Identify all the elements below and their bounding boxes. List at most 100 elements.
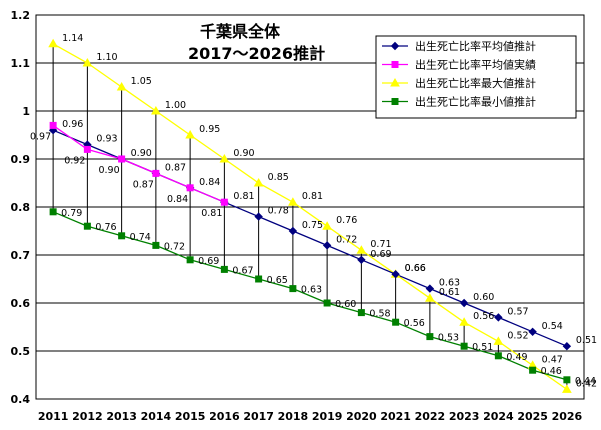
legend-marker-2 (390, 77, 400, 87)
marker-s2-2020 (356, 245, 367, 254)
data-label-s3-2016: 0.67 (232, 265, 253, 276)
data-label-s0-2025: 0.54 (542, 321, 563, 332)
x-tick-label-2025: 2025 (517, 410, 548, 423)
legend-marker-3 (391, 98, 399, 105)
data-label-s2-2021: 0.66 (405, 263, 426, 274)
x-tick-label-2021: 2021 (380, 410, 411, 423)
series-markers (48, 38, 572, 393)
data-label-s2-2024: 0.52 (507, 330, 528, 341)
data-label-s2-2014: 1.00 (165, 100, 186, 111)
marker-s3-2025 (529, 366, 537, 374)
marker-s2-2026 (562, 384, 572, 393)
series-line-1 (52, 124, 225, 203)
data-label-s2-2017: 0.85 (268, 172, 289, 183)
data-label-s1-2012: 0.92 (64, 155, 85, 166)
x-tick-label-2014: 2014 (141, 410, 172, 423)
data-label-s0-2026: 0.51 (576, 335, 597, 346)
data-label-s3-2014: 0.72 (164, 241, 185, 252)
marker-s3-2015 (186, 256, 194, 264)
marker-s0-2023 (459, 298, 469, 308)
x-tick-label-2020: 2020 (346, 410, 377, 423)
x-tick-label-2012: 2012 (72, 410, 103, 423)
data-label-s3-2022: 0.53 (438, 333, 459, 344)
marker-s3-2019 (323, 299, 331, 307)
data-label-s2-2012: 1.10 (96, 52, 117, 63)
marker-s2-2012 (82, 57, 93, 67)
marker-s2-2017 (253, 177, 264, 187)
marker-s1-2015 (186, 184, 194, 192)
data-label-s0-2024: 0.57 (507, 306, 528, 317)
x-tick-label-2017: 2017 (243, 410, 274, 423)
x-tick-label-2013: 2013 (106, 410, 137, 423)
y-tick-label-1.2: 1.2 (11, 9, 31, 22)
x-tick-label-2011: 2011 (38, 410, 69, 423)
data-label-s0-2013: 0.90 (131, 148, 152, 159)
data-label-s2-2022: 0.61 (439, 287, 460, 298)
data-label-s1-2015: 0.84 (167, 194, 188, 205)
marker-s2-2013 (116, 81, 127, 91)
data-label-s2-2013: 1.05 (131, 76, 152, 87)
data-label-s0-2022: 0.63 (439, 278, 460, 289)
data-label-s2-2019: 0.76 (336, 215, 357, 226)
series-line-2 (52, 43, 568, 390)
data-label-s3-2021: 0.56 (404, 318, 425, 329)
data-labels: 0.96 0.93 0.90 0.87 0.84 0.81 0.78 0.75 0.72 0.69… (30, 33, 597, 390)
marker-s3-2024 (494, 352, 502, 360)
marker-s0-2025 (528, 327, 537, 337)
data-label-s0-2012: 0.93 (96, 134, 117, 145)
marker-s2-2022 (425, 293, 435, 302)
marker-s2-2015 (185, 129, 195, 139)
x-tick-label-2018: 2018 (278, 410, 309, 423)
data-label-s2-2018: 0.81 (302, 191, 323, 202)
y-tick-label-1.1: 1.1 (11, 57, 31, 70)
data-label-s3-2012: 0.76 (95, 222, 116, 233)
marker-s1-2013 (118, 155, 126, 163)
marker-s2-2018 (288, 197, 298, 206)
data-label-s0-2019: 0.72 (336, 234, 357, 245)
x-tick-label-2023: 2023 (449, 410, 480, 423)
y-tick-label-0.8: 0.8 (11, 201, 31, 214)
data-label-s0-2017: 0.78 (268, 206, 289, 217)
marker-s0-2024 (494, 313, 503, 322)
data-label-s3-2018: 0.63 (301, 285, 322, 296)
x-tick-label-2015: 2015 (175, 410, 206, 423)
y-tick-label-0.6: 0.6 (11, 297, 31, 310)
y-tick-label-0.4: 0.4 (11, 393, 31, 406)
data-label-s2-2025: 0.47 (542, 354, 563, 365)
marker-s3-2023 (460, 342, 468, 350)
marker-s1-2014 (152, 169, 160, 177)
data-label-s2-2026: 0.42 (576, 378, 597, 389)
data-label-s3-2015: 0.69 (198, 256, 219, 267)
data-label-s3-2013: 0.74 (130, 232, 151, 243)
data-label-s0-2018: 0.75 (302, 220, 323, 231)
x-tick-label-2022: 2022 (415, 410, 446, 423)
marker-s0-2017 (254, 212, 263, 221)
legend-label-0: 出生死亡比率平均値推計 (415, 39, 536, 53)
marker-s3-2014 (152, 241, 160, 249)
legend-box (375, 35, 577, 119)
y-tick-label-0.7: 0.7 (11, 249, 31, 262)
legend-label-1: 出生死亡比率平均値実績 (415, 58, 536, 72)
x-tick-label-2024: 2024 (483, 410, 514, 423)
y-tick-label-1: 1 (22, 105, 30, 118)
legend-label-2: 出生死亡比率最大値推計 (415, 76, 536, 90)
data-label-s0-2014: 0.87 (165, 162, 186, 173)
data-label-s3-2019: 0.60 (335, 299, 356, 310)
marker-s1-2011 (49, 121, 57, 129)
marker-s2-2014 (151, 105, 161, 115)
marker-s0-2026 (562, 341, 572, 351)
data-label-s0-2021: 0.66 (405, 263, 426, 274)
data-label-s0-2023: 0.60 (473, 292, 494, 303)
marker-s0-2021 (391, 269, 400, 279)
data-label-s3-2020: 0.58 (369, 309, 390, 320)
data-label-s1-2013: 0.90 (98, 165, 119, 176)
marker-s3-2021 (392, 318, 400, 326)
data-label-s2-2015: 0.95 (199, 124, 220, 135)
marker-s1-2016 (220, 198, 228, 206)
y-tick-label-0.9: 0.9 (11, 153, 31, 166)
data-label-s3-2011: 0.79 (61, 208, 82, 219)
marker-s2-2024 (493, 336, 504, 345)
marker-s3-2018 (289, 285, 297, 293)
data-label-s3-2026: 0.44 (575, 376, 596, 387)
